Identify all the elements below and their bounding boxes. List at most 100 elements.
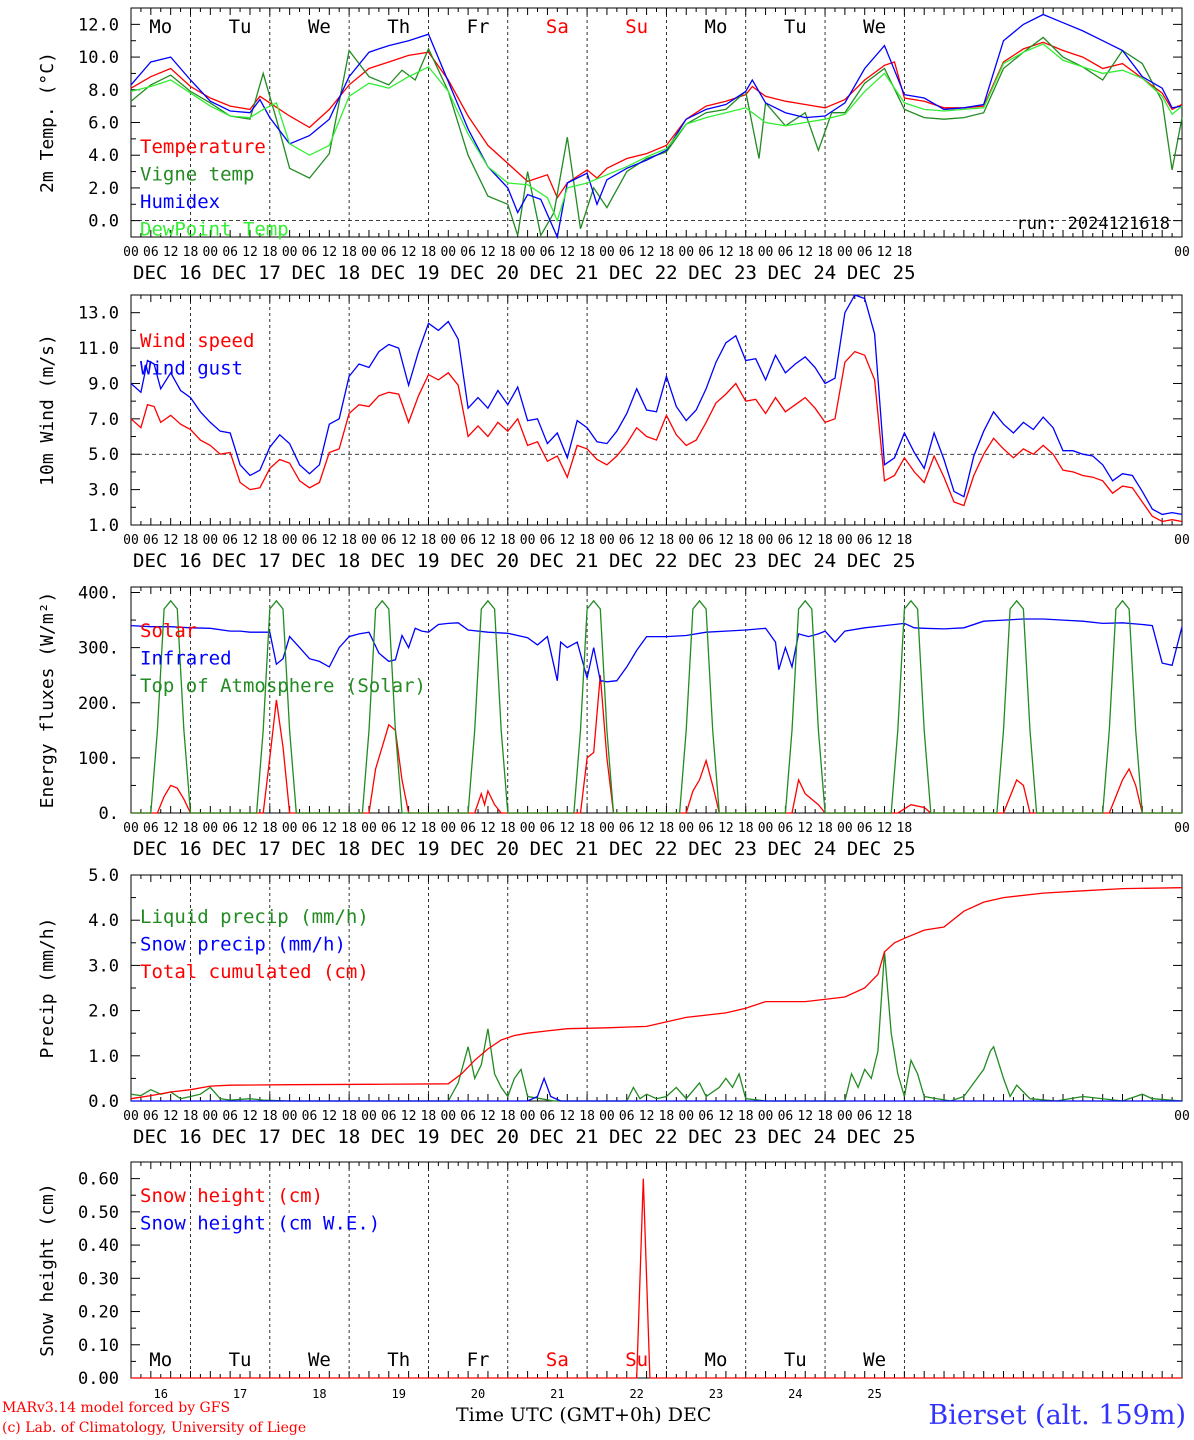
weekday-label: Th — [387, 16, 410, 38]
y-tick-label: 0.40 — [78, 1236, 119, 1256]
hour-tick-label: 00 — [202, 821, 218, 836]
hour-tick-label: 18 — [897, 245, 913, 260]
hour-tick-label: 18 — [579, 533, 595, 548]
hour-tick-label: 00 — [520, 245, 536, 260]
hour-tick-label: 06 — [778, 245, 794, 260]
hour-tick-label: 12 — [242, 821, 258, 836]
date-label: DEC 21 — [530, 262, 599, 284]
legend-entry: Total cumulated (cm) — [140, 961, 369, 983]
hour-tick-label: 00 — [520, 533, 536, 548]
date-label: DEC 25 — [847, 550, 916, 572]
hour-tick-label: 18 — [897, 821, 913, 836]
y-axis-label: 10m Wind (m/s) — [37, 334, 58, 486]
copyright-credit: (c) Lab. of Climatology, University of L… — [2, 1420, 307, 1436]
hour-tick-label: 18 — [421, 245, 437, 260]
y-tick-label: 12.0 — [78, 15, 119, 35]
hour-tick-label: 18 — [262, 533, 278, 548]
hour-tick-label: 12 — [242, 245, 258, 260]
y-tick-label: 8.0 — [88, 81, 119, 101]
y-tick-label: 0. — [99, 804, 119, 824]
hour-tick-label: 00 — [282, 1109, 298, 1124]
hour-tick-label: 12 — [797, 1109, 813, 1124]
hour-tick-label: 18 — [341, 1109, 357, 1124]
weekday-label: Tu — [229, 1349, 252, 1371]
hour-tick-label: 06 — [698, 245, 714, 260]
weekday-label: Mo — [705, 1349, 728, 1371]
legend-entry: Snow height (cm W.E.) — [140, 1213, 380, 1235]
legend-entry: Solar — [140, 620, 197, 642]
series-line-total-cumulated-cm- — [130, 887, 1183, 1100]
weekday-label: Su — [625, 16, 648, 38]
weekday-label: Su — [625, 1349, 648, 1371]
hour-tick-label: 06 — [302, 533, 318, 548]
weekday-label: Tu — [784, 16, 807, 38]
date-label: DEC 23 — [688, 262, 757, 284]
hour-tick-label: 12 — [877, 533, 893, 548]
y-tick-label: 4.0 — [88, 146, 119, 166]
hour-tick-label: 18 — [738, 533, 754, 548]
hour-tick-label: 00 — [202, 533, 218, 548]
y-tick-label: 4.0 — [88, 911, 119, 931]
run-label: run: 2024121618 — [1016, 214, 1170, 234]
date-label: DEC 21 — [530, 1126, 599, 1148]
hour-tick-label: 00 — [440, 1109, 456, 1124]
hour-tick-label: 00 — [123, 1109, 139, 1124]
day-number-label: 20 — [471, 1387, 485, 1401]
hour-tick-label: 06 — [143, 821, 159, 836]
y-tick-label: 0.00 — [78, 1369, 119, 1389]
hour-tick-label: 00 — [599, 1109, 615, 1124]
hour-tick-label: 06 — [222, 533, 238, 548]
series-line-top-of-atmosphere-solar- — [131, 599, 1182, 814]
date-label: DEC 20 — [450, 262, 519, 284]
hour-tick-label: 06 — [302, 1109, 318, 1124]
hour-tick-label: 18 — [817, 821, 833, 836]
hour-tick-label: 06 — [222, 1109, 238, 1124]
series-line-vigne-temp — [130, 36, 1183, 238]
date-label: DEC 21 — [530, 838, 599, 860]
hour-tick-label: 12 — [718, 533, 734, 548]
hour-tick-label: 12 — [639, 1109, 655, 1124]
hour-tick-label: 00 — [440, 821, 456, 836]
hour-tick-label: 00 — [678, 533, 694, 548]
y-tick-label: 2.0 — [88, 1002, 119, 1022]
series-line-solar — [131, 675, 1182, 814]
hour-tick-label: 18 — [341, 533, 357, 548]
hour-tick-label: 06 — [222, 821, 238, 836]
hour-tick-label: 18 — [817, 1109, 833, 1124]
hour-tick-label: 18 — [341, 821, 357, 836]
hour-tick-label: 12 — [639, 533, 655, 548]
hour-tick-label: 00 — [123, 245, 139, 260]
y-tick-label: 3.0 — [88, 956, 119, 976]
hour-tick-label: 12 — [401, 533, 417, 548]
hour-tick-label: 00 — [1174, 821, 1190, 836]
hour-tick-label: 18 — [262, 1109, 278, 1124]
weekday-label: Sa — [546, 1349, 569, 1371]
hour-tick-label: 00 — [282, 245, 298, 260]
date-label: DEC 25 — [847, 262, 916, 284]
hour-tick-label: 00 — [678, 245, 694, 260]
series-line-humidex — [130, 13, 1183, 240]
legend-entry: Wind gust — [140, 358, 243, 380]
series-line-infrared — [130, 618, 1183, 683]
y-tick-label: 1.0 — [88, 516, 119, 536]
hour-tick-label: 06 — [619, 1109, 635, 1124]
hour-tick-label: 06 — [460, 1109, 476, 1124]
hour-tick-label: 06 — [460, 533, 476, 548]
hour-tick-label: 06 — [460, 245, 476, 260]
hour-tick-label: 00 — [599, 821, 615, 836]
hour-tick-label: 12 — [480, 821, 496, 836]
series-line-wind-speed — [130, 350, 1183, 523]
day-number-label: 23 — [709, 1387, 723, 1401]
hour-tick-label: 18 — [262, 245, 278, 260]
hour-tick-label: 06 — [698, 821, 714, 836]
date-label: DEC 17 — [212, 838, 281, 860]
y-tick-label: 0.30 — [78, 1269, 119, 1289]
hour-tick-label: 06 — [778, 533, 794, 548]
hour-tick-label: 00 — [520, 821, 536, 836]
date-label: DEC 17 — [212, 262, 281, 284]
date-label: DEC 21 — [530, 550, 599, 572]
hour-tick-label: 00 — [599, 533, 615, 548]
hour-tick-label: 00 — [361, 245, 377, 260]
hour-tick-label: 12 — [877, 1109, 893, 1124]
